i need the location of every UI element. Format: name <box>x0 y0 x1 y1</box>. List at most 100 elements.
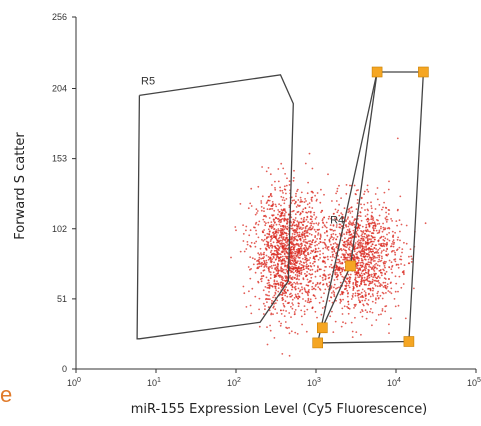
scatter-point <box>388 239 391 242</box>
scatter-point <box>285 211 287 214</box>
scatter-point <box>263 261 266 263</box>
scatter-point <box>320 188 322 191</box>
scatter-point <box>270 243 272 245</box>
scatter-point <box>300 242 303 245</box>
scatter-point <box>294 231 297 234</box>
scatter-point <box>249 245 252 247</box>
scatter-point <box>378 277 381 279</box>
scatter-point <box>281 229 283 232</box>
scatter-point <box>277 217 280 220</box>
scatter-point <box>230 256 232 259</box>
scatter-point <box>313 287 315 290</box>
scatter-point <box>327 274 330 276</box>
scatter-point <box>346 258 348 261</box>
scatter-point <box>266 343 269 346</box>
scatter-point <box>374 256 376 259</box>
scatter-point <box>278 257 281 259</box>
scatter-point <box>281 259 283 262</box>
scatter-point <box>306 301 309 303</box>
scatter-point <box>301 286 303 288</box>
scatter-point <box>274 221 276 224</box>
scatter-point <box>335 192 337 195</box>
scatter-point <box>293 199 295 202</box>
scatter-point <box>376 292 379 295</box>
scatter-point <box>285 236 288 239</box>
scatter-point <box>371 324 373 327</box>
scatter-point <box>358 293 360 295</box>
scatter-point <box>348 286 351 289</box>
scatter-point <box>366 276 369 278</box>
scatter-point <box>298 233 301 236</box>
gate-handle[interactable] <box>418 66 429 78</box>
scatter-point <box>364 292 367 294</box>
scatter-point <box>269 240 272 243</box>
scatter-point <box>235 229 237 232</box>
scatter-point <box>278 276 281 278</box>
scatter-point <box>270 225 272 228</box>
scatter-point <box>339 271 342 274</box>
scatter-point <box>286 270 289 273</box>
gate-handle[interactable] <box>312 337 324 349</box>
scatter-point <box>309 273 312 276</box>
scatter-point <box>366 228 369 231</box>
scatter-point <box>334 269 336 272</box>
scatter-point <box>289 267 292 270</box>
scatter-point <box>277 231 279 234</box>
scatter-point <box>330 286 333 289</box>
scatter-point <box>273 261 275 264</box>
scatter-point <box>293 236 296 238</box>
scatter-point <box>294 229 297 232</box>
scatter-point <box>363 281 366 284</box>
scatter-point <box>257 236 260 239</box>
scatter-point <box>277 213 279 216</box>
scatter-point <box>297 222 300 225</box>
scatter-point <box>306 192 309 195</box>
gate-handle[interactable] <box>371 66 383 78</box>
scatter-point <box>372 295 374 297</box>
scatter-point <box>376 264 379 267</box>
scatter-point <box>360 257 363 260</box>
scatter-point <box>350 250 353 252</box>
scatter-point <box>390 250 393 253</box>
scatter-point <box>341 275 344 278</box>
scatter-point <box>296 188 299 191</box>
scatter-point <box>373 236 376 239</box>
scatter-point <box>359 211 362 213</box>
scatter-point <box>341 262 344 265</box>
scatter-point <box>274 203 277 206</box>
scatter-point <box>285 286 287 288</box>
scatter-point <box>271 267 273 269</box>
scatter-point <box>283 260 286 262</box>
scatter-point <box>378 256 381 259</box>
scatter-point <box>363 190 366 193</box>
gate-handle[interactable] <box>345 260 356 272</box>
scatter-point <box>365 226 367 229</box>
scatter-point <box>403 264 406 266</box>
scatter-point <box>262 240 265 242</box>
scatter-point <box>280 227 282 230</box>
scatter-point <box>293 233 296 236</box>
scatter-point <box>360 261 363 264</box>
scatter-point <box>392 239 395 242</box>
scatter-point <box>281 269 284 272</box>
scatter-point <box>307 297 310 300</box>
scatter-point <box>381 309 384 312</box>
scatter-point <box>305 330 308 333</box>
scatter-point <box>375 248 377 250</box>
scatter-point <box>394 275 397 278</box>
scatter-point <box>303 305 306 307</box>
scatter-point <box>264 263 267 266</box>
scatter-point <box>361 225 364 228</box>
scatter-point <box>320 313 323 316</box>
scatter-point <box>392 243 395 246</box>
scatter-point <box>318 228 321 231</box>
scatter-point <box>304 236 306 239</box>
scatter-point <box>260 253 263 256</box>
scatter-point <box>339 262 342 265</box>
scatter-point <box>279 186 281 189</box>
gate-handle[interactable] <box>316 322 328 334</box>
scatter-point <box>355 230 358 233</box>
scatter-point <box>298 262 301 265</box>
scatter-point <box>249 256 252 258</box>
gate-handle[interactable] <box>403 336 415 347</box>
